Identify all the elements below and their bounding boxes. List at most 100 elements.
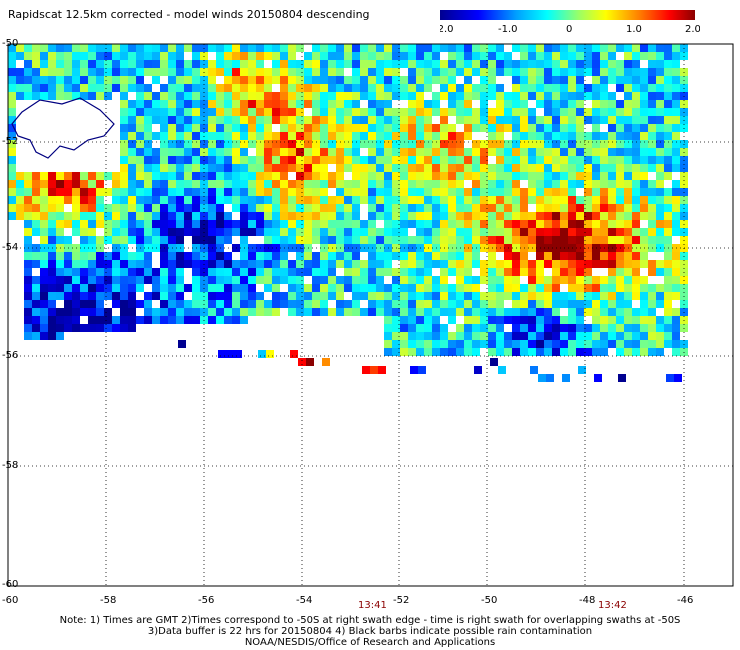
wind-cell [368, 204, 376, 212]
wind-cell [144, 92, 152, 100]
wind-cell [112, 204, 120, 212]
wind-cell [504, 188, 512, 196]
wind-cell [288, 212, 296, 220]
wind-cell [576, 300, 584, 308]
wind-cell [152, 220, 160, 228]
wind-cell [344, 164, 352, 172]
wind-cell [368, 100, 376, 108]
wind-cell [192, 212, 200, 220]
wind-cell [224, 44, 232, 52]
wind-cell [616, 332, 624, 340]
wind-cell [456, 164, 464, 172]
wind-cell [296, 276, 304, 284]
wind-cell [240, 148, 248, 156]
wind-cell [144, 84, 152, 92]
wind-cell [624, 340, 632, 348]
wind-cell [280, 76, 288, 84]
wind-cell [624, 348, 632, 356]
wind-cell [344, 100, 352, 108]
wind-cell [240, 92, 248, 100]
wind-cell [408, 164, 416, 172]
wind-cell [176, 276, 184, 284]
wind-cell [336, 284, 344, 292]
wind-cell [328, 84, 336, 92]
wind-cell [80, 212, 88, 220]
wind-cell [544, 156, 552, 164]
wind-cell [264, 156, 272, 164]
wind-cell [40, 180, 48, 188]
wind-cell [632, 156, 640, 164]
wind-cell [640, 252, 648, 260]
wind-cell [168, 196, 176, 204]
wind-cell [600, 236, 608, 244]
wind-cell [608, 292, 616, 300]
wind-cell [576, 132, 584, 140]
wind-cell [384, 92, 392, 100]
wind-cell [368, 52, 376, 60]
wind-cell [16, 44, 24, 52]
wind-cell [664, 108, 672, 116]
wind-cell [160, 180, 168, 188]
wind-cell [160, 268, 168, 276]
wind-cell [96, 60, 104, 68]
wind-cell [88, 252, 96, 260]
wind-cell [616, 324, 624, 332]
wind-cell [472, 148, 480, 156]
wind-cell [400, 196, 408, 204]
y-tick-label: -60 [2, 579, 19, 590]
wind-cell [216, 172, 224, 180]
wind-cell [648, 116, 656, 124]
wind-cell [368, 212, 376, 220]
wind-cell [384, 108, 392, 116]
wind-cell [104, 92, 112, 100]
wind-cell [520, 84, 528, 92]
wind-cell [488, 84, 496, 92]
wind-cell [656, 268, 664, 276]
wind-cell [48, 316, 56, 324]
wind-cell [320, 236, 328, 244]
wind-cell [568, 284, 576, 292]
wind-cell [272, 204, 280, 212]
wind-cell [472, 196, 480, 204]
wind-cell [560, 220, 568, 228]
wind-cell [184, 212, 192, 220]
wind-cell [304, 116, 312, 124]
wind-cell [520, 100, 528, 108]
wind-cell [552, 164, 560, 172]
wind-cell [520, 300, 528, 308]
wind-cell [672, 212, 680, 220]
wind-cell [392, 52, 400, 60]
wind-cell [288, 220, 296, 228]
wind-cell [312, 196, 320, 204]
wind-cell [648, 292, 656, 300]
wind-cell [544, 236, 552, 244]
wind-cell [496, 196, 504, 204]
wind-cell [208, 172, 216, 180]
wind-cell [64, 300, 72, 308]
wind-cell [528, 196, 536, 204]
wind-cell [672, 252, 680, 260]
wind-cell [640, 68, 648, 76]
wind-cell [648, 164, 656, 172]
wind-cell [368, 252, 376, 260]
wind-cell [344, 84, 352, 92]
wind-cell [304, 284, 312, 292]
wind-cell [48, 300, 56, 308]
wind-cell [624, 228, 632, 236]
wind-cell [160, 228, 168, 236]
wind-cell [536, 180, 544, 188]
wind-cell [376, 188, 384, 196]
wind-cell [168, 108, 176, 116]
wind-cell [80, 308, 88, 316]
wind-cell [296, 164, 304, 172]
wind-cell [432, 52, 440, 60]
wind-cell [664, 140, 672, 148]
wind-cell [424, 196, 432, 204]
wind-cell [184, 196, 192, 204]
wind-cell [112, 228, 120, 236]
land-outline [11, 97, 115, 159]
wind-cell [440, 212, 448, 220]
wind-cell [480, 180, 488, 188]
wind-cell [600, 212, 608, 220]
wind-cell [184, 92, 192, 100]
